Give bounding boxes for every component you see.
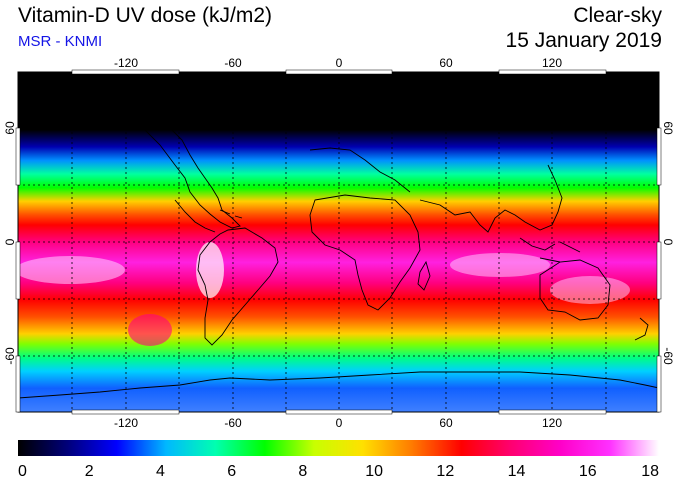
colorbar-label: 2 bbox=[85, 463, 94, 480]
colorbar-label: 6 bbox=[227, 463, 236, 480]
lon-tick-top: 60 bbox=[439, 56, 453, 70]
colorbar bbox=[18, 440, 659, 456]
colorbar-labels: 0 2 4 6 8 10 12 14 16 18 bbox=[18, 463, 659, 480]
lon-tick-bottom: -60 bbox=[224, 416, 242, 430]
lat-tick-left: 0 bbox=[3, 238, 17, 245]
colorbar-label: 18 bbox=[641, 463, 659, 480]
colorbar-label: 14 bbox=[508, 463, 526, 480]
colorbar-label: 8 bbox=[298, 463, 307, 480]
lon-tick-bottom: -120 bbox=[114, 416, 138, 430]
graticule bbox=[18, 72, 659, 412]
frame-ticks bbox=[15, 69, 662, 415]
sky-condition-label: Clear-sky bbox=[573, 4, 662, 27]
lat-tick-left: -60 bbox=[3, 347, 17, 365]
colorbar-label: 10 bbox=[365, 463, 383, 480]
lon-tick-bottom: 60 bbox=[439, 416, 453, 430]
lat-tick-right: 0 bbox=[661, 239, 675, 246]
lon-tick-top: 0 bbox=[336, 56, 343, 70]
lon-tick-top: 120 bbox=[542, 56, 562, 70]
colorbar-label: 0 bbox=[18, 463, 27, 480]
source-label: MSR - KNMI bbox=[18, 33, 103, 50]
colorbar-label: 4 bbox=[156, 463, 165, 480]
colorbar-label: 12 bbox=[436, 463, 454, 480]
lon-tick-top: -60 bbox=[224, 56, 242, 70]
uv-field bbox=[18, 72, 659, 412]
map-title: Vitamin-D UV dose (kJ/m2) bbox=[18, 4, 273, 27]
lon-tick-bottom: 120 bbox=[542, 416, 562, 430]
colorbar-label: 16 bbox=[579, 463, 597, 480]
coastlines bbox=[18, 117, 659, 399]
lon-tick-top: -120 bbox=[114, 56, 138, 70]
lat-tick-left: 60 bbox=[3, 121, 17, 135]
lon-tick-bottom: 0 bbox=[336, 416, 343, 430]
lat-tick-right: -60 bbox=[661, 347, 675, 365]
date-label: 15 January 2019 bbox=[505, 29, 662, 52]
lat-tick-right: 60 bbox=[661, 121, 675, 135]
